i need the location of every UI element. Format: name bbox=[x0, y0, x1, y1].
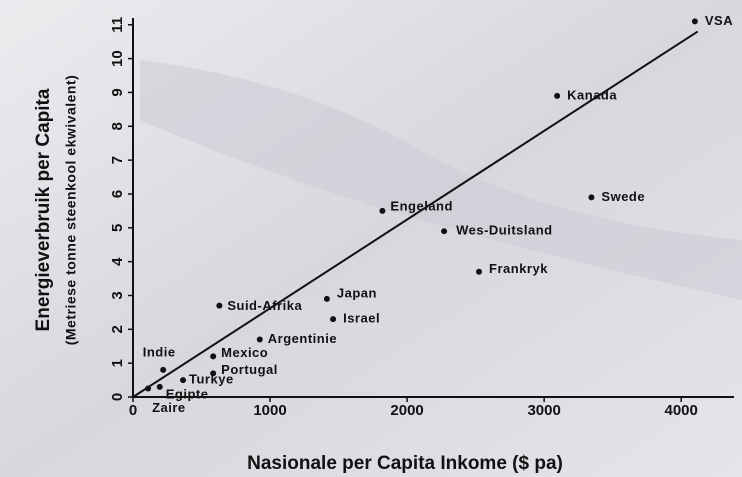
point bbox=[145, 385, 152, 392]
y-tick-label: 0 bbox=[109, 393, 126, 401]
point-label: Japan bbox=[337, 285, 377, 300]
y-tick-label: 2 bbox=[109, 325, 126, 333]
x-tick-label: 2000 bbox=[390, 402, 423, 419]
point bbox=[256, 336, 263, 343]
trend-line bbox=[132, 30, 699, 398]
y-tick-label: 6 bbox=[109, 190, 126, 198]
point-label: Swede bbox=[601, 189, 645, 204]
point-label: Engeland bbox=[390, 198, 453, 213]
y-axis-label: Energieverbruik per Capita bbox=[33, 88, 54, 331]
point bbox=[691, 18, 698, 25]
point-label: Wes-Duitsland bbox=[456, 223, 553, 238]
y-tick-label: 4 bbox=[109, 257, 126, 266]
point bbox=[180, 377, 187, 384]
point-label: Egipte bbox=[166, 386, 209, 401]
point-label: Mexico bbox=[221, 345, 268, 360]
point bbox=[210, 353, 217, 360]
x-tick-label: 4000 bbox=[664, 402, 697, 419]
x-tick-label: 3000 bbox=[527, 402, 560, 419]
point bbox=[554, 92, 561, 99]
point bbox=[160, 366, 167, 373]
point-label: Indie bbox=[143, 344, 176, 359]
point bbox=[379, 207, 386, 214]
point bbox=[210, 370, 217, 377]
point-label: Suid-Afrika bbox=[227, 298, 302, 313]
point-label: Kanada bbox=[567, 87, 617, 102]
point bbox=[156, 383, 163, 390]
point bbox=[216, 302, 223, 309]
y-axis-sublabel: (Metriese tonne steenkool ekwivalent) bbox=[63, 75, 79, 346]
point bbox=[588, 194, 595, 201]
point-label: Frankryk bbox=[489, 261, 548, 276]
y-tick-label: 9 bbox=[109, 88, 126, 96]
point bbox=[476, 268, 483, 275]
x-tick-label: 0 bbox=[129, 402, 137, 419]
y-tick-label: 8 bbox=[109, 122, 126, 130]
point bbox=[441, 228, 448, 235]
point-label: Israel bbox=[343, 311, 380, 326]
x-axis-label: Nasionale per Capita Inkome ($ pa) bbox=[247, 453, 563, 474]
point bbox=[323, 295, 330, 302]
point-label: Turkye bbox=[189, 372, 234, 387]
background-shape bbox=[140, 60, 742, 300]
point bbox=[330, 316, 337, 323]
point-label: Portugal bbox=[221, 362, 278, 377]
y-tick-label: 11 bbox=[109, 17, 126, 33]
point-label: VSA bbox=[705, 13, 733, 28]
point-label: Zaire bbox=[152, 400, 186, 415]
y-tick-label: 10 bbox=[109, 50, 126, 67]
y-tick-label: 3 bbox=[109, 291, 126, 299]
y-tick-label: 5 bbox=[109, 224, 126, 232]
y-tick-label: 1 bbox=[109, 359, 126, 367]
point-label: Argentinie bbox=[268, 331, 337, 346]
x-tick-label: 1000 bbox=[253, 402, 286, 419]
y-tick-label: 7 bbox=[109, 156, 126, 164]
